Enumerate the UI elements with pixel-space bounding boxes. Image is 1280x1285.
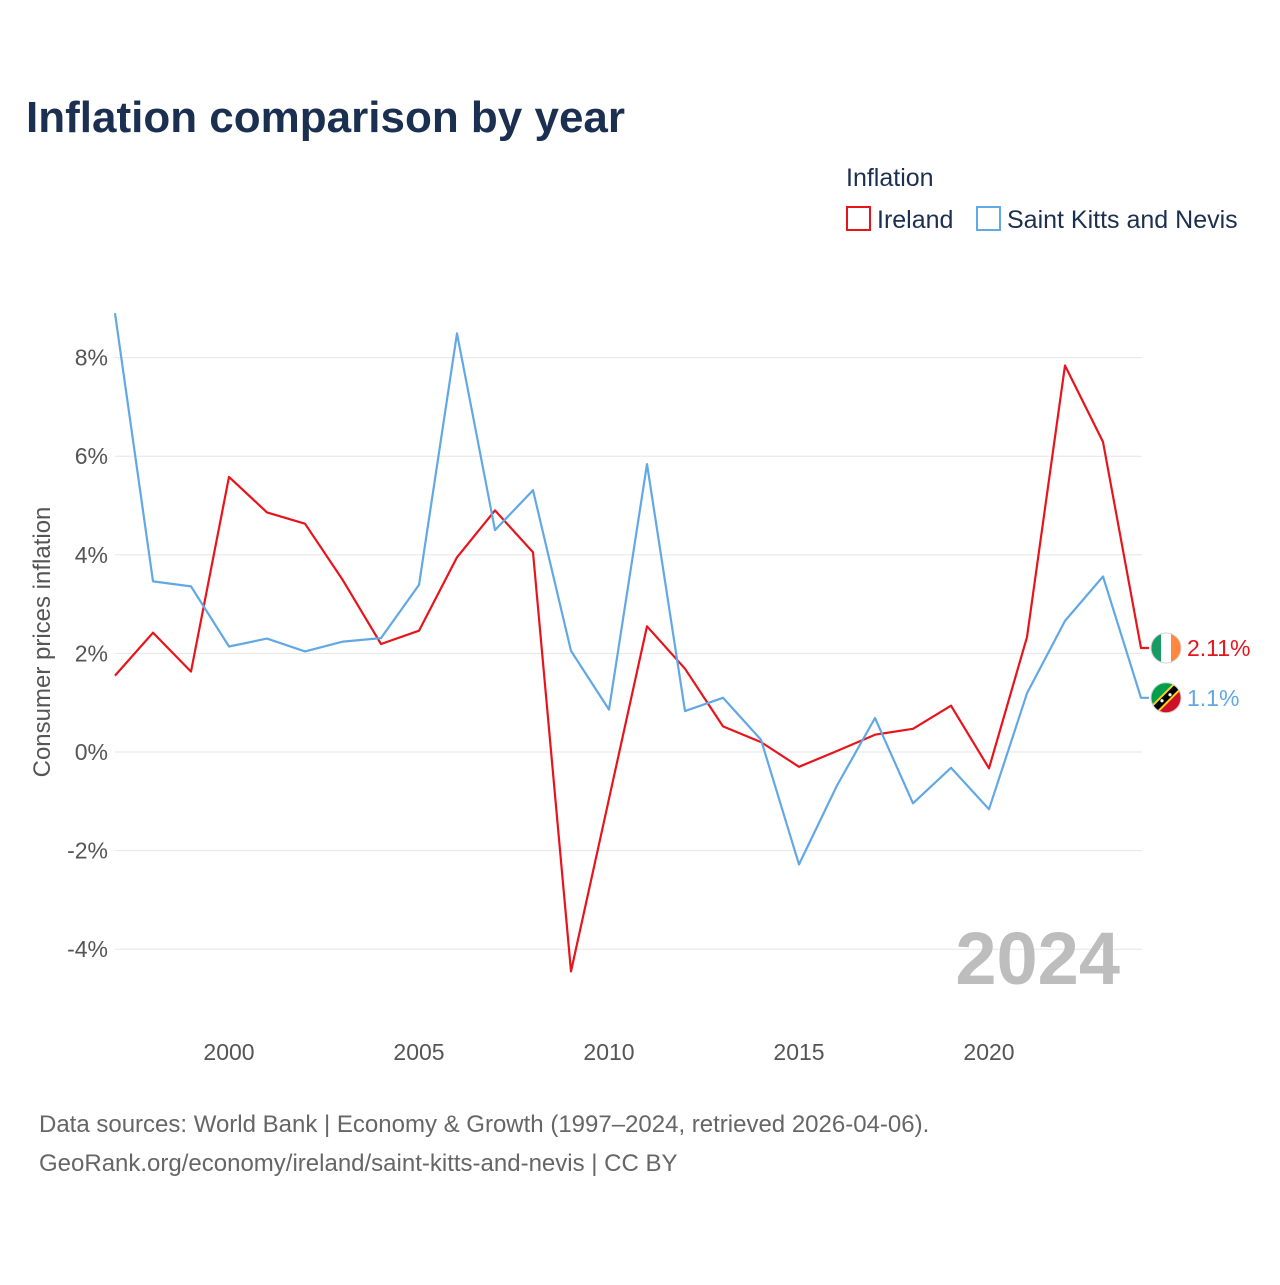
x-tick-label: 2005 [393, 1039, 444, 1065]
y-tick-label: 8% [75, 345, 108, 371]
y-tick-label: 2% [75, 640, 108, 666]
legend-item-ireland[interactable]: Ireland [846, 206, 953, 234]
series-line-ireland[interactable] [114, 364, 1149, 973]
y-axis-title: Consumer prices inflation [29, 507, 56, 778]
series-line-saint-kitts-and-nevis[interactable] [113, 313, 1149, 866]
x-tick-label: 2015 [773, 1039, 824, 1065]
end-label-ireland: 2.11% [1187, 635, 1251, 661]
y-tick-label: 4% [75, 542, 108, 568]
y-tick-label: 6% [75, 443, 108, 469]
source-line-2[interactable]: GeoRank.org/economy/ireland/saint-kitts-… [39, 1150, 678, 1177]
series-end-labels: 2.11% 1.1% [1150, 632, 1251, 714]
series-lines [113, 313, 1149, 973]
x-tick-label: 2000 [203, 1039, 254, 1065]
gridlines [115, 357, 1142, 950]
ireland-flag-icon [1150, 632, 1182, 664]
x-tick-label: 2010 [583, 1039, 634, 1065]
legend-label-ireland: Ireland [877, 206, 953, 234]
legend-label-saint-kitts-and-nevis: Saint Kitts and Nevis [1007, 206, 1238, 234]
y-axis-ticks: -4% -2% 0% 2% 4% 6% 8% [67, 345, 108, 963]
y-tick-label: -4% [67, 936, 108, 962]
source-line-1: Data sources: World Bank | Economy & Gro… [39, 1111, 929, 1138]
y-tick-label: -2% [67, 838, 108, 864]
year-watermark: 2024 [955, 917, 1120, 1000]
x-axis-ticks: 2000 2005 2010 2015 2020 [203, 1039, 1014, 1065]
legend-title: Inflation [846, 164, 934, 192]
saint-kitts-and-nevis-flag-icon [1150, 682, 1182, 714]
legend-swatch-ireland [846, 206, 871, 231]
chart-title: Inflation comparison by year [26, 93, 625, 142]
x-tick-label: 2020 [963, 1039, 1014, 1065]
legend-swatch-saint-kitts-and-nevis [976, 206, 1001, 231]
legend-item-saint-kitts-and-nevis[interactable]: Saint Kitts and Nevis [976, 206, 1238, 234]
y-tick-label: 0% [75, 739, 108, 765]
end-label-saint-kitts-and-nevis: 1.1% [1187, 685, 1239, 711]
